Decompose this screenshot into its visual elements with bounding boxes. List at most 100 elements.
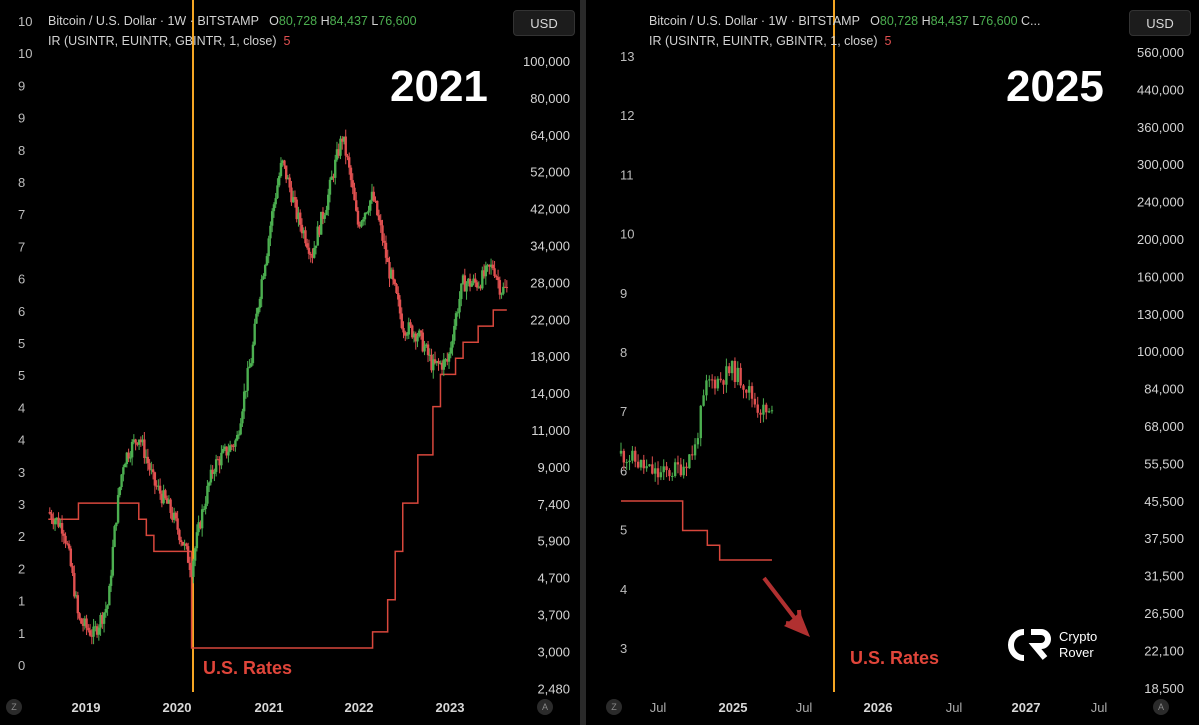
candle-body — [186, 546, 190, 563]
symbol-legend: Bitcoin / U.S. Dollar · 1W · BITSTAMP O8… — [48, 14, 417, 28]
candle-body — [227, 451, 230, 456]
candle-body — [50, 513, 53, 520]
rate-axis-tick: 4 — [620, 582, 627, 597]
low-value: 76,600 — [378, 14, 417, 28]
candle-body — [118, 487, 122, 496]
candle-body — [193, 548, 197, 561]
candle-body — [484, 265, 488, 277]
candle-body — [730, 360, 734, 374]
chart-2025[interactable]: 13 12 11 10 9 8 7 6 5 4 3 560,000 440,000 360,000 300,… — [586, 0, 1199, 725]
low-value: 76,600 — [979, 14, 1018, 28]
candle-body — [728, 366, 731, 374]
candle-body — [251, 344, 255, 364]
candle-body — [136, 442, 139, 445]
price-axis-tick: 42,000 — [530, 202, 570, 217]
crypto-rover-logo-icon — [1008, 629, 1051, 661]
candle-body — [66, 543, 69, 545]
candle-body — [430, 354, 433, 371]
candle-body — [144, 456, 148, 459]
candle-body — [104, 608, 108, 613]
auto-scale-icon[interactable]: A — [537, 699, 553, 715]
chart-panel-2021[interactable]: 10 10 9 9 8 8 7 7 6 6 5 5 4 4 3 3 2 2 1 1 0 100,000 80,000 64,0… — [0, 0, 580, 725]
candle-body — [223, 446, 227, 450]
rate-axis-tick: 10 — [18, 46, 32, 61]
candle-body — [192, 560, 195, 577]
candle-body — [381, 225, 384, 241]
candle-body — [272, 204, 276, 212]
candle-body — [767, 411, 771, 413]
chart-panel-2025[interactable]: 13 12 11 10 9 8 7 6 5 4 3 560,000 440,000 360,000 300,… — [586, 0, 1199, 725]
price-axis-tick: 360,000 — [1137, 120, 1184, 135]
rate-axis-tick: 2 — [18, 529, 25, 544]
candle-body — [356, 210, 360, 225]
candle-body — [742, 385, 745, 390]
candle-body — [442, 359, 445, 370]
candle-body — [342, 136, 346, 142]
brand-line-2: Rover — [1059, 645, 1094, 660]
currency-button[interactable]: USD — [1129, 10, 1191, 36]
rate-axis-tick: 2 — [18, 561, 25, 576]
chart-title: 2021 — [390, 62, 488, 111]
zoom-icon[interactable]: Z — [606, 699, 622, 715]
candle-body — [295, 199, 298, 220]
rate-axis-tick: 5 — [18, 368, 25, 383]
auto-scale-icon[interactable]: A — [1153, 699, 1169, 715]
zoom-icon[interactable]: Z — [6, 699, 22, 715]
candle-body — [458, 298, 461, 313]
candle-body — [659, 472, 663, 478]
rate-axis-tick: 3 — [18, 497, 25, 512]
candle-body — [377, 215, 381, 221]
candle-body — [622, 450, 626, 463]
candle-body — [467, 278, 470, 284]
candle-body — [679, 464, 683, 476]
candle-body — [725, 366, 728, 385]
candle-body — [85, 618, 88, 628]
panel-divider[interactable] — [580, 0, 586, 725]
candle-body — [479, 286, 482, 289]
candle-body — [111, 546, 115, 576]
candle-body — [116, 495, 120, 523]
currency-button[interactable]: USD — [513, 10, 575, 36]
candle-body — [645, 466, 648, 469]
arrow-head — [784, 612, 810, 637]
candle-body — [165, 498, 169, 504]
candle-body — [53, 520, 57, 525]
candle-body — [449, 347, 452, 354]
price-axis-tick: 560,000 — [1137, 45, 1184, 60]
candle-body — [325, 209, 328, 216]
candle-body — [52, 519, 55, 525]
candle-body — [269, 225, 272, 239]
candle-body — [391, 269, 395, 280]
ir-text: IR (USINTR, EUINTR, GBINTR, 1, close) — [48, 34, 277, 48]
candle-body — [113, 526, 116, 547]
rates-step-line — [621, 500, 772, 561]
ir-legend: IR (USINTR, EUINTR, GBINTR, 1, close) 5 — [48, 34, 290, 48]
candle-body — [143, 439, 146, 459]
candle-body — [155, 485, 158, 487]
chart-2021[interactable]: 10109988776655443322110100,00080,00064,0… — [0, 0, 580, 725]
candle-body — [57, 517, 60, 527]
candle-body — [195, 532, 199, 549]
price-axis-tick: 14,000 — [530, 386, 570, 401]
candle-body — [157, 485, 160, 487]
rates-annotation: U.S. Rates — [203, 658, 293, 678]
candle-body — [421, 332, 424, 352]
candle-body — [353, 187, 356, 201]
candle-body — [248, 366, 251, 369]
candle-body — [335, 149, 339, 160]
candle-body — [425, 344, 428, 347]
candle-body — [625, 462, 628, 464]
candle-body — [330, 176, 333, 180]
price-axis-tick: 300,000 — [1137, 157, 1184, 172]
candle-body — [475, 282, 479, 288]
candle-body — [418, 330, 421, 337]
candle-body — [496, 277, 500, 281]
candle-body — [423, 346, 426, 352]
high-value: 84,437 — [930, 14, 969, 28]
candle-body — [334, 159, 337, 178]
brand-line-1: Crypto — [1059, 629, 1098, 644]
x-axis-tick: 2022 — [345, 700, 374, 715]
candle-body — [395, 284, 398, 293]
candle-body — [481, 270, 484, 289]
candle-body — [270, 211, 274, 226]
